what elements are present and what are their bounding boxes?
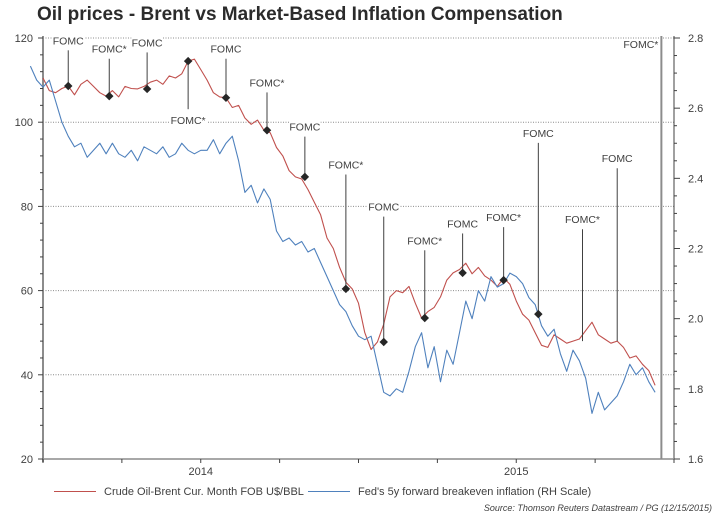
fomc-annotation: FOMC* <box>169 56 208 127</box>
fomc-label-bg <box>446 216 479 230</box>
fomc-label-bg <box>405 233 444 247</box>
left-tick-label: 40 <box>21 370 33 382</box>
legend-label-inflation: Fed's 5y forward breakeven inflation (RH… <box>358 486 592 498</box>
fomc-label-bg <box>52 33 85 47</box>
axes: 20 40 60 80 100 120 1.6 1.8 2.0 2.2 2.4 2.6 2.8 2014 2… <box>15 33 704 478</box>
fomc-annotation: FOMC <box>289 119 321 182</box>
source-note: Source: Thomson Reuters Datastream / PG … <box>483 503 712 513</box>
gridlines <box>43 37 674 376</box>
fomc-label: FOMC* <box>407 235 442 247</box>
fomc-marker <box>341 284 351 294</box>
fomc-label: FOMC <box>447 218 478 230</box>
fomc-annotation: FOMC <box>131 35 163 94</box>
fomc-marker <box>221 93 231 103</box>
fomc-label: FOMC* <box>565 214 600 226</box>
fomc-annotation: FOMC <box>446 216 479 278</box>
fomc-label: FOMC <box>368 202 399 214</box>
right-tick-label: 2.8 <box>688 33 703 45</box>
x-tick-label: 2015 <box>504 466 528 478</box>
fomc-label-bg <box>522 125 555 139</box>
fomc-label-bg <box>169 113 208 127</box>
fomc-label-bg <box>563 212 602 226</box>
fomc-label: FOMC* <box>328 160 363 172</box>
fomc-label: FOMC* <box>171 115 206 127</box>
fomc-label-bg <box>131 35 163 49</box>
legend-item-inflation: Fed's 5y forward breakeven inflation (RH… <box>308 486 591 498</box>
fomc-marker <box>379 337 388 347</box>
fomc-marker <box>458 268 467 278</box>
series-lines <box>29 58 656 414</box>
x-tick-label: 2014 <box>189 466 213 478</box>
fomc-annotation: FOMC* <box>484 210 523 285</box>
fomc-marker <box>183 56 193 66</box>
left-tick-label: 120 <box>15 33 33 45</box>
fomc-label: FOMC* <box>486 212 521 224</box>
fomc-annotation: FOMC* <box>90 41 129 101</box>
fomc-annotation: FOMC <box>210 41 242 103</box>
fomc-label: FOMC <box>602 153 633 165</box>
fomc-annotation: FOMC <box>367 199 400 347</box>
fomc-annotation: FOMC* <box>405 233 444 323</box>
fomc-marker <box>420 313 429 323</box>
legend-swatch-brent <box>54 490 96 492</box>
fomc-label: FOMC <box>523 128 554 140</box>
right-tick-label: 2.2 <box>688 244 703 256</box>
fomc-label-bg <box>289 119 321 133</box>
fomc-annotation: FOMC <box>601 151 634 342</box>
chart-title: Oil prices - Brent vs Market-Based Infla… <box>37 4 563 25</box>
fomc-marker <box>63 81 73 91</box>
right-tick-label: 2.4 <box>688 173 703 185</box>
fomc-marker <box>300 172 310 182</box>
fomc-annotations: FOMC FOMC* FOMC FOMC* FOMC FOMC* FOMC FOMC* FOMC… <box>52 33 663 459</box>
fomc-annotation: FOMC* <box>623 36 663 459</box>
right-tick-label: 1.8 <box>688 384 703 396</box>
fomc-label-bg <box>248 75 287 89</box>
fomc-label-bg <box>326 157 365 171</box>
legend-item-brent: Crude Oil-Brent Cur. Month FOB U$/BBL <box>54 486 304 498</box>
left-tick-label: 80 <box>21 201 33 213</box>
right-tick-label: 1.6 <box>688 454 703 466</box>
legend-label-brent: Crude Oil-Brent Cur. Month FOB U$/BBL <box>104 486 304 498</box>
fomc-marker <box>499 275 508 285</box>
right-tick-label: 2.6 <box>688 103 703 115</box>
fomc-annotation: FOMC* <box>563 212 602 342</box>
fomc-label-bg <box>90 41 129 55</box>
fomc-annotation: FOMC <box>52 33 85 91</box>
legend-swatch-inflation <box>308 490 350 492</box>
fomc-marker <box>142 84 152 94</box>
right-tick-label: 2.0 <box>688 314 703 326</box>
fomc-label: FOMC* <box>92 44 127 56</box>
fomc-label: FOMC <box>289 122 320 134</box>
fomc-label: FOMC <box>132 37 163 49</box>
left-tick-label: 60 <box>21 286 33 298</box>
inflation-line <box>29 65 656 414</box>
fomc-label-bg <box>601 151 634 165</box>
fomc-annotation: FOMC* <box>326 157 365 294</box>
fomc-label: FOMC <box>211 44 242 56</box>
left-tick-label: 100 <box>15 117 33 129</box>
fomc-label-bg <box>484 210 523 224</box>
brent-line <box>42 58 656 386</box>
fomc-annotation: FOMC <box>522 125 555 319</box>
fomc-label: FOMC* <box>623 39 658 51</box>
fomc-marker <box>105 91 114 101</box>
fomc-label-bg <box>367 199 400 213</box>
left-tick-label: 20 <box>21 454 33 466</box>
fomc-label: FOMC* <box>250 77 285 89</box>
fomc-marker <box>534 309 543 319</box>
fomc-label-bg <box>210 41 242 55</box>
fomc-annotation: FOMC* <box>248 75 287 135</box>
fomc-label: FOMC <box>53 35 84 47</box>
